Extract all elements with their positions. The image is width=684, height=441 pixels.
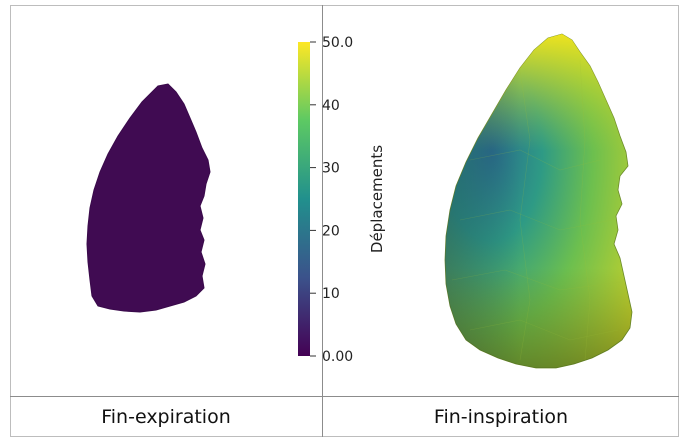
panel-divider-vertical [322,5,323,437]
colorbar-tick-label-3: 30 [322,161,340,177]
colorbar-tick-label-4: 40 [322,98,340,114]
colorbar-title: Déplacements [368,145,386,253]
colorbar-tick-label-5: 50.0 [322,35,353,51]
caption-fin-inspiration: Fin-inspiration [433,406,569,428]
colorbar-tick-label-0: 0.00 [322,349,353,365]
lung-inspiration-bottom-shade [445,34,632,368]
colorbar-tick-label-1: 10 [322,286,340,302]
figure-frame [10,5,679,437]
caption-fin-expiration: Fin-expiration [101,406,231,428]
lung-inspiration-mesh [451,59,623,361]
colorbar-tick-label-2: 20 [322,223,340,239]
colorbar-gradient [298,42,310,356]
lung-expiration-shape [86,83,211,313]
caption-divider [10,396,679,397]
